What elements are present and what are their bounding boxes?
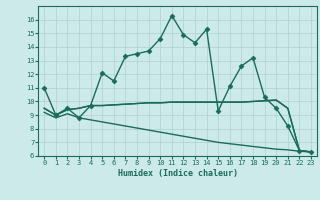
- X-axis label: Humidex (Indice chaleur): Humidex (Indice chaleur): [118, 169, 238, 178]
